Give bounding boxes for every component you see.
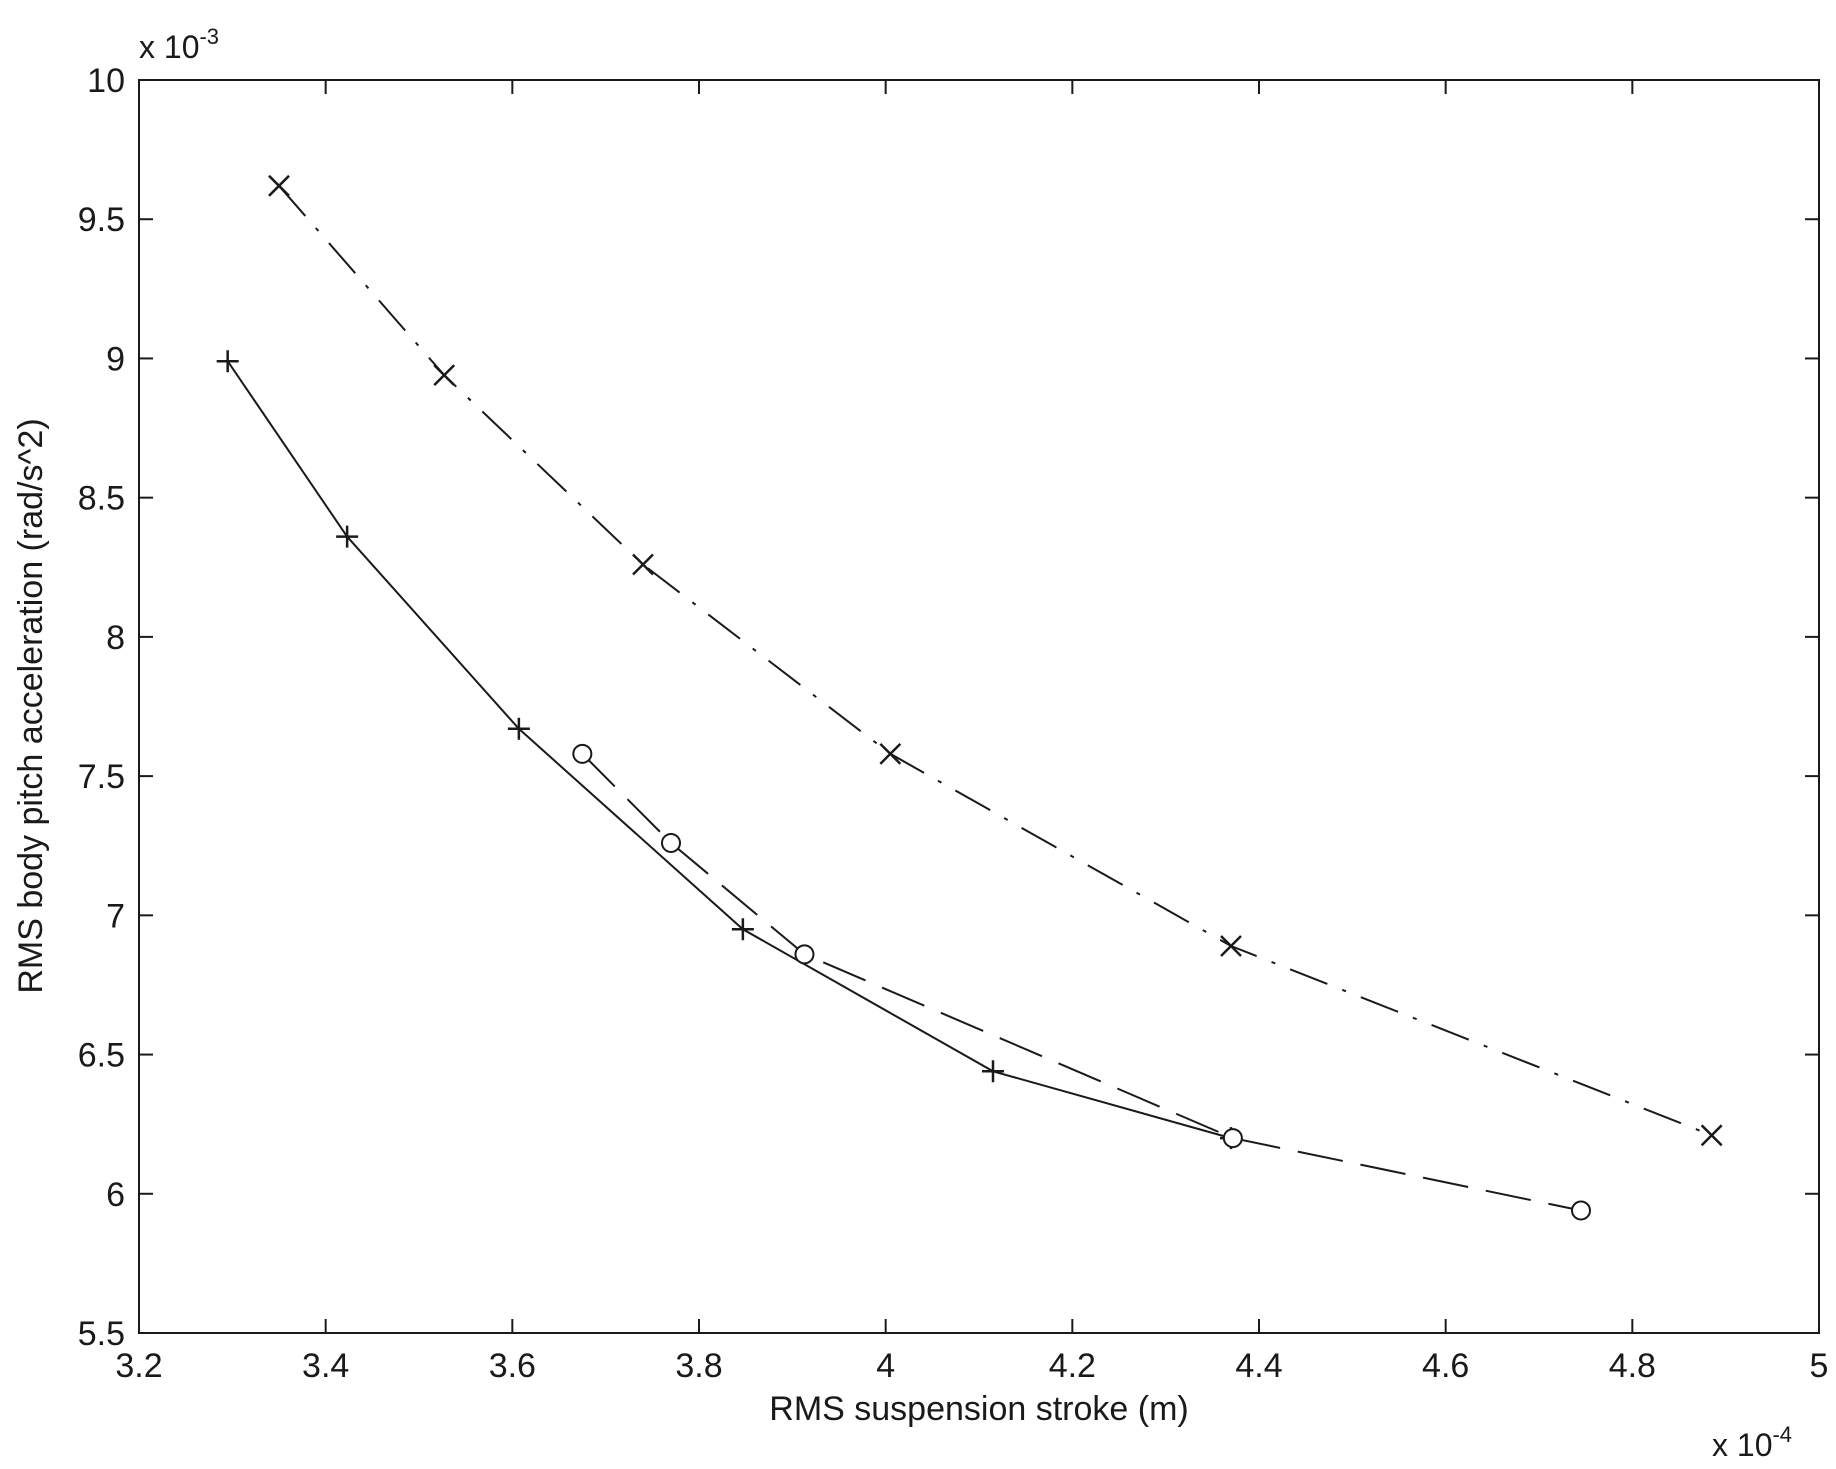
data-point-circle (1222, 1128, 1243, 1149)
series-2 (572, 743, 1591, 1221)
y-axis-multiplier: x 10-3 (139, 24, 219, 65)
x-multiplier-base: x 10 (1712, 1427, 1772, 1463)
data-point-x (1700, 1124, 1723, 1147)
x-tick-label: 4.6 (1422, 1347, 1469, 1385)
x-tick-label: 4.4 (1235, 1347, 1282, 1385)
y-axis-label: RMS body pitch acceleration (rad/s^2) (12, 418, 50, 993)
x-tick-label: 3.2 (115, 1347, 162, 1385)
y-tick-label: 10 (87, 62, 125, 100)
x-tick-label: 5 (1810, 1347, 1829, 1385)
x-multiplier-exponent: -4 (1772, 1422, 1792, 1447)
data-point-circle (1571, 1200, 1591, 1221)
y-tick-label: 6 (106, 1176, 125, 1214)
data-point-plus (216, 350, 239, 373)
data-point-circle (661, 832, 681, 853)
ticks: 3.2 3.4 3.6 3.8 4 4.2 4.4 4.6 4.8 5 5.5 6 6.5 7 7.5 8 8.… (78, 62, 1829, 1385)
x-tick-label: 4 (876, 1347, 895, 1385)
y-multiplier-exponent: -3 (199, 24, 219, 49)
data-point-x (879, 742, 902, 765)
series-line (278, 185, 1713, 1137)
series-line (226, 360, 1232, 1140)
y-tick-label: 9.5 (78, 201, 125, 239)
y-tick-label: 7.5 (78, 758, 125, 796)
data-point-x (632, 553, 654, 576)
data-point-x (433, 364, 456, 387)
data-point-x (268, 174, 290, 197)
data-point-x (1220, 935, 1242, 957)
data-point-circle (572, 743, 593, 764)
x-tick-label: 4.8 (1609, 1347, 1656, 1385)
y-tick-label: 5.5 (78, 1315, 125, 1353)
data-point-plus (507, 717, 530, 740)
series-3 (268, 174, 1723, 1147)
y-tick-label: 6.5 (78, 1037, 125, 1075)
x-tick-label: 4.2 (1049, 1347, 1096, 1385)
data-point-plus (731, 918, 754, 941)
x-tick-label: 3.6 (489, 1347, 536, 1385)
series-layer (216, 174, 1723, 1221)
y-tick-label: 7 (106, 897, 125, 935)
y-tick-label: 8.5 (78, 480, 125, 518)
data-point-circle (794, 944, 815, 965)
x-axis-label: RMS suspension stroke (m) (769, 1390, 1188, 1428)
plot-area (138, 79, 1820, 1334)
y-tick-label: 9 (106, 340, 125, 378)
y-multiplier-base: x 10 (139, 29, 199, 65)
x-axis-multiplier: x 10-4 (1712, 1422, 1792, 1463)
y-tick-label: 8 (106, 619, 125, 657)
x-tick-label: 3.8 (675, 1347, 722, 1385)
data-point-plus (982, 1060, 1004, 1083)
data-point-plus (336, 525, 359, 548)
x-tick-label: 3.4 (302, 1347, 349, 1385)
